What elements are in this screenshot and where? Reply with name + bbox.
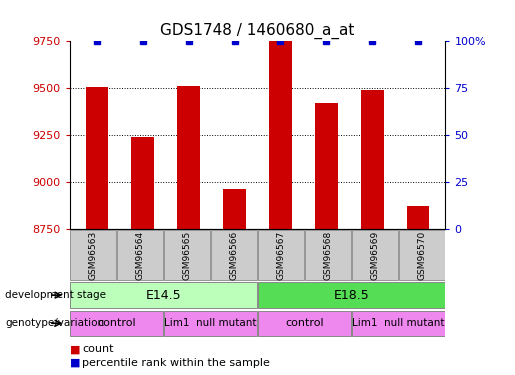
- Text: GSM96570: GSM96570: [418, 230, 426, 280]
- Bar: [164, 310, 256, 336]
- Text: GSM96569: GSM96569: [370, 230, 380, 280]
- Text: GSM96563: GSM96563: [89, 230, 97, 280]
- Bar: [259, 310, 351, 336]
- Bar: [212, 230, 256, 280]
- Bar: [259, 282, 444, 308]
- Text: ■: ■: [70, 344, 80, 354]
- Bar: [352, 310, 444, 336]
- Bar: [71, 310, 163, 336]
- Bar: [360, 90, 384, 229]
- Title: GDS1748 / 1460680_a_at: GDS1748 / 1460680_a_at: [160, 22, 355, 39]
- Bar: [177, 86, 200, 229]
- Bar: [164, 230, 210, 280]
- Bar: [259, 230, 303, 280]
- Bar: [315, 103, 338, 229]
- Text: GSM96564: GSM96564: [135, 230, 145, 280]
- Text: development stage: development stage: [5, 290, 106, 300]
- Text: percentile rank within the sample: percentile rank within the sample: [82, 358, 270, 368]
- Bar: [117, 230, 163, 280]
- Text: control: control: [285, 318, 324, 328]
- Text: GSM96568: GSM96568: [323, 230, 333, 280]
- Text: E18.5: E18.5: [334, 289, 369, 302]
- Text: genotype/variation: genotype/variation: [5, 318, 104, 328]
- Bar: [352, 230, 398, 280]
- Text: GSM96567: GSM96567: [277, 230, 285, 280]
- Bar: [71, 282, 256, 308]
- Text: Lim1  null mutant: Lim1 null mutant: [352, 318, 445, 328]
- Text: count: count: [82, 344, 114, 354]
- Text: ■: ■: [70, 358, 80, 368]
- Text: control: control: [97, 318, 136, 328]
- Text: GSM96565: GSM96565: [182, 230, 192, 280]
- Text: E14.5: E14.5: [146, 289, 181, 302]
- Bar: [269, 41, 292, 229]
- Bar: [131, 137, 154, 229]
- Bar: [406, 206, 430, 229]
- Bar: [85, 87, 109, 229]
- Text: GSM96566: GSM96566: [230, 230, 238, 280]
- Bar: [400, 230, 444, 280]
- Bar: [71, 230, 115, 280]
- Bar: [305, 230, 351, 280]
- Text: Lim1  null mutant: Lim1 null mutant: [164, 318, 257, 328]
- Bar: [223, 189, 246, 229]
